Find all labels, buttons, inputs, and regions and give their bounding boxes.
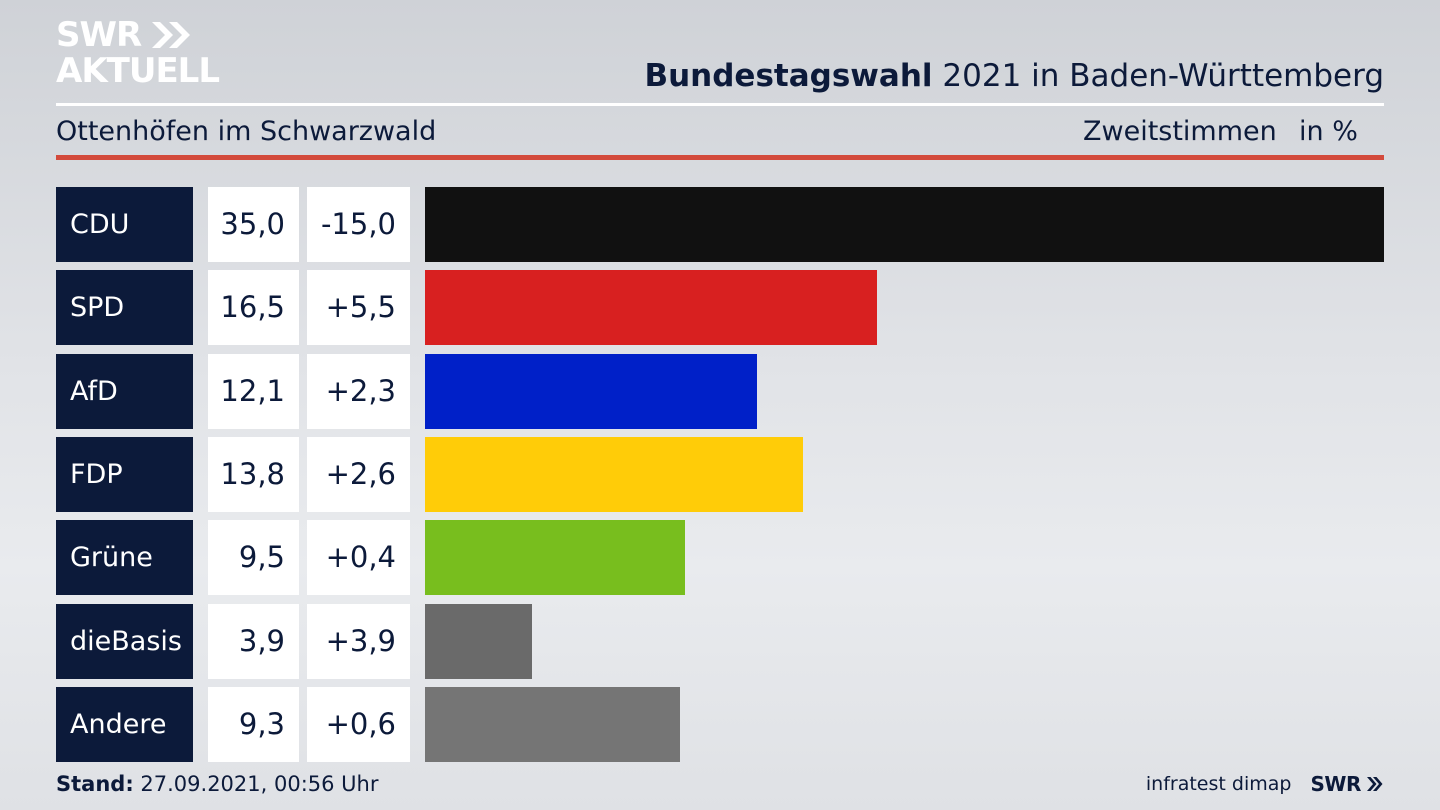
share-value: 9,5 [208,520,299,595]
result-row: Grüne 9,5 +0,4 [0,520,1440,595]
share-value: 12,1 [208,354,299,429]
footer-chevron-icon [1367,777,1383,791]
party-label: SPD [56,270,193,345]
change-value: +2,3 [307,354,410,429]
double-chevron-icon [152,22,190,48]
result-bar [425,270,877,345]
change-value: -15,0 [307,187,410,262]
footer-brand: SWR [1310,772,1362,796]
result-bar [425,604,532,679]
location-subtitle: Ottenhöfen im Schwarzwald [56,116,437,147]
party-label: FDP [56,437,193,512]
party-label: AfD [56,354,193,429]
change-value: +3,9 [307,604,410,679]
source-credit: infratest dimap [1145,773,1292,795]
unit-label: in % [1299,116,1358,147]
result-bar [425,437,803,512]
result-bar [425,520,685,595]
share-value: 13,8 [208,437,299,512]
party-label: CDU [56,187,193,262]
result-row: FDP 13,8 +2,6 [0,437,1440,512]
party-label: Grüne [56,520,193,595]
header-accent-rule [56,155,1384,160]
chart-title-bold: Bundestagswahl [644,58,933,94]
chart-title-rest: 2021 in Baden-Württemberg [932,58,1384,94]
result-row: dieBasis 3,9 +3,9 [0,604,1440,679]
logo-text-aktuell: AKTUELL [56,51,220,91]
title-divider [56,103,1384,106]
share-value: 3,9 [208,604,299,679]
measure-label: Zweitstimmen [1083,116,1277,147]
change-value: +2,6 [307,437,410,512]
footer-credits: infratest dimap SWR [1146,772,1384,798]
logo-text-swr: SWR [56,15,142,55]
result-row: AfD 12,1 +2,3 [0,354,1440,429]
chart-title: Bundestagswahl 2021 in Baden-Württemberg [644,58,1384,94]
result-bar [425,187,1384,262]
share-value: 9,3 [208,687,299,762]
swr-aktuell-logo: SWR AKTUELL [56,16,256,92]
result-row: Andere 9,3 +0,6 [0,687,1440,762]
result-row: CDU 35,0 -15,0 [0,187,1440,262]
change-value: +5,5 [307,270,410,345]
party-label: dieBasis [56,604,193,679]
change-value: +0,4 [307,520,410,595]
result-row: SPD 16,5 +5,5 [0,270,1440,345]
timestamp: Stand: 27.09.2021, 00:56 Uhr [56,772,379,796]
share-value: 16,5 [208,270,299,345]
party-label: Andere [56,687,193,762]
share-value: 35,0 [208,187,299,262]
result-bar [425,687,680,762]
timestamp-value: 27.09.2021, 00:56 Uhr [133,772,379,796]
change-value: +0,6 [307,687,410,762]
timestamp-label: Stand: [56,772,134,796]
result-bar [425,354,757,429]
